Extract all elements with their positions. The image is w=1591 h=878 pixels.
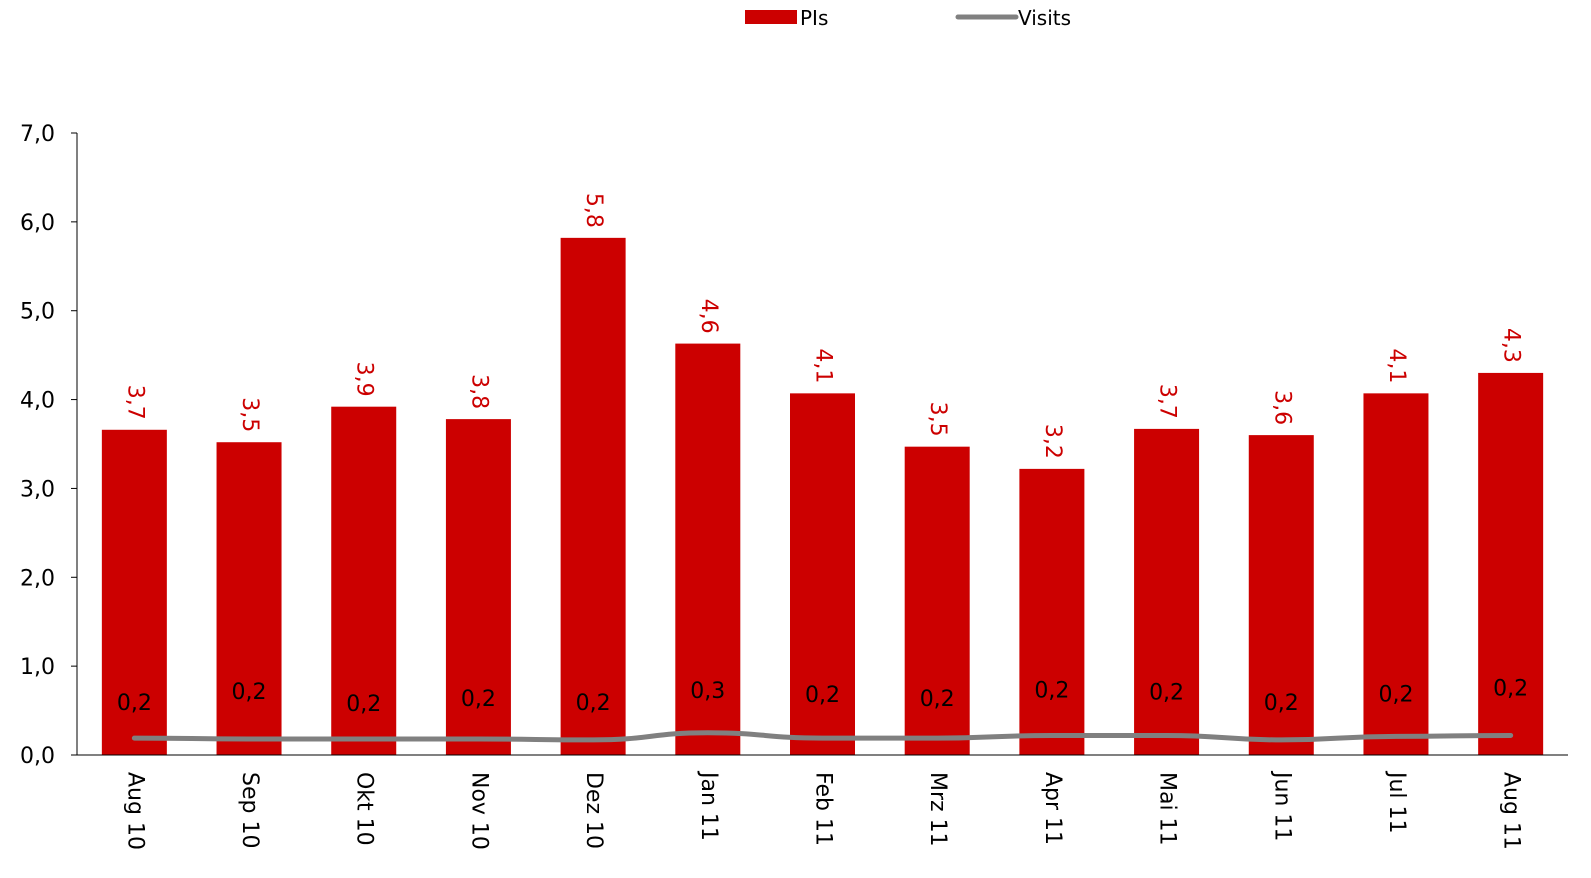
- line-data-label: 0,2: [1493, 676, 1528, 701]
- x-tick-label: Jun 11: [1269, 770, 1294, 841]
- x-axis: Aug 10 Sep 10 Okt 10 Nov 10 Dez 10 Jan 11 Feb …: [77, 754, 1568, 850]
- bar-pis: [904, 446, 970, 755]
- line-data-label: 0,2: [1378, 682, 1413, 707]
- bar-labels: 3,7 3,5 3,9 3,8 5,8 4,6 4,1 3,5 3,2 3,7 3,6 4,1 4,3: [122, 193, 1523, 459]
- bar-pis: [1478, 372, 1544, 755]
- bar-data-label: 3,5: [925, 402, 950, 437]
- line-data-label: 0,2: [346, 692, 381, 717]
- x-tick-label: Jan 11: [696, 770, 721, 841]
- bar-pis: [790, 393, 855, 755]
- bar-data-label: 5,8: [581, 193, 606, 228]
- bar-pis: [445, 419, 511, 755]
- x-tick-label: Apr 11: [1040, 772, 1065, 845]
- visits-line-group: 0,2 0,2 0,2 0,2 0,2 0,3 0,2 0,2 0,2 0,2 0,2 0,2 0,2: [117, 676, 1528, 743]
- line-data-label: 0,2: [920, 687, 955, 712]
- y-tick-label: 2,0: [20, 566, 55, 591]
- bar-data-label: 3,8: [466, 374, 491, 409]
- bar-data-label: 4,3: [1499, 328, 1524, 363]
- bar-pis: [101, 429, 167, 755]
- bar-data-label: 3,7: [1155, 384, 1180, 419]
- line-data-label: 0,2: [117, 691, 152, 716]
- y-tick-label: 3,0: [20, 477, 55, 502]
- bar-pis: [216, 442, 282, 755]
- x-tick-label: Mrz 11: [925, 772, 950, 847]
- legend-label-visits: Visits: [1018, 6, 1071, 30]
- bar-data-label: 3,6: [1269, 390, 1294, 425]
- x-tick-label: Mai 11: [1155, 772, 1180, 846]
- y-tick-label: 0,0: [20, 744, 55, 769]
- legend: PIs Visits: [745, 6, 1071, 30]
- legend-swatch-pis: [745, 10, 797, 24]
- bar-data-label: 4,1: [811, 348, 836, 383]
- bar-pis: [1363, 393, 1429, 755]
- x-tick-label: Aug 10: [122, 772, 147, 850]
- line-data-label: 0,2: [576, 691, 611, 716]
- bar-pis: [675, 343, 741, 755]
- bar-pis: [560, 237, 626, 755]
- x-tick-label: Dez 10: [581, 772, 606, 849]
- x-tick-label: Nov 10: [466, 772, 491, 850]
- bar-data-label: 4,6: [696, 299, 721, 334]
- bar-pis: [331, 406, 397, 755]
- x-tick-label: Okt 10: [352, 772, 377, 846]
- legend-label-pis: PIs: [800, 6, 828, 30]
- line-data-label: 0,2: [232, 680, 267, 705]
- line-data-label: 0,2: [1034, 678, 1069, 703]
- line-data-label: 0,2: [1264, 691, 1299, 716]
- line-data-label: 0,3: [690, 679, 725, 704]
- x-tick-label: Aug 11: [1499, 772, 1524, 850]
- y-tick-label: 1,0: [20, 655, 55, 680]
- line-data-label: 0,2: [461, 687, 496, 712]
- y-axis: 0,0 1,0 2,0 3,0 4,0 5,0 6,0 7,0: [20, 122, 78, 769]
- y-tick-label: 6,0: [20, 211, 55, 236]
- y-tick-label: 4,0: [20, 389, 55, 414]
- bar-data-label: 3,7: [122, 385, 147, 420]
- bar-pis: [1248, 435, 1314, 755]
- bar-data-label: 3,9: [352, 362, 377, 397]
- bars: [101, 237, 1544, 755]
- y-tick-label: 5,0: [20, 300, 55, 325]
- visits-line: [131, 730, 1514, 743]
- y-tick-label: 7,0: [20, 122, 55, 147]
- bar-data-label: 3,5: [237, 397, 262, 432]
- x-tick-label: Jul 11: [1384, 770, 1409, 834]
- bar-data-label: 4,1: [1384, 348, 1409, 383]
- x-tick-label: Feb 11: [811, 772, 836, 846]
- bar-pis: [1019, 468, 1085, 755]
- x-tick-label: Sep 10: [237, 772, 262, 848]
- bar-data-label: 3,2: [1040, 424, 1065, 459]
- line-data-label: 0,2: [805, 683, 840, 708]
- line-data-label: 0,2: [1149, 680, 1184, 705]
- bar-pis: [1134, 428, 1200, 755]
